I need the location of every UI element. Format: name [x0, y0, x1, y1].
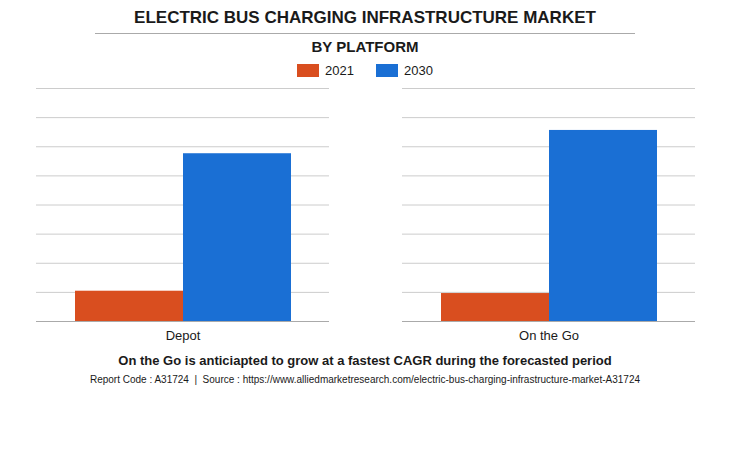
html-text:On the Go is anticiapted to gr: On the Go is anticiapted to grow at a fa… — [118, 353, 612, 368]
html-text:2030: 2030 — [404, 63, 433, 78]
html-text:Report Code : A31724 | Source: Report Code : A31724 | Source : https://… — [90, 374, 640, 385]
html-text:2021: 2021 — [325, 63, 354, 78]
html-text:BY PLATFORM: BY PLATFORM — [311, 38, 419, 55]
svg-text:On the Go: On the Go — [519, 328, 579, 343]
svg-text:Depot: Depot — [166, 328, 201, 343]
html-text:ELECTRIC BUS CHARGING INFRASTR: ELECTRIC BUS CHARGING INFRASTRUCTURE MAR… — [134, 8, 596, 27]
